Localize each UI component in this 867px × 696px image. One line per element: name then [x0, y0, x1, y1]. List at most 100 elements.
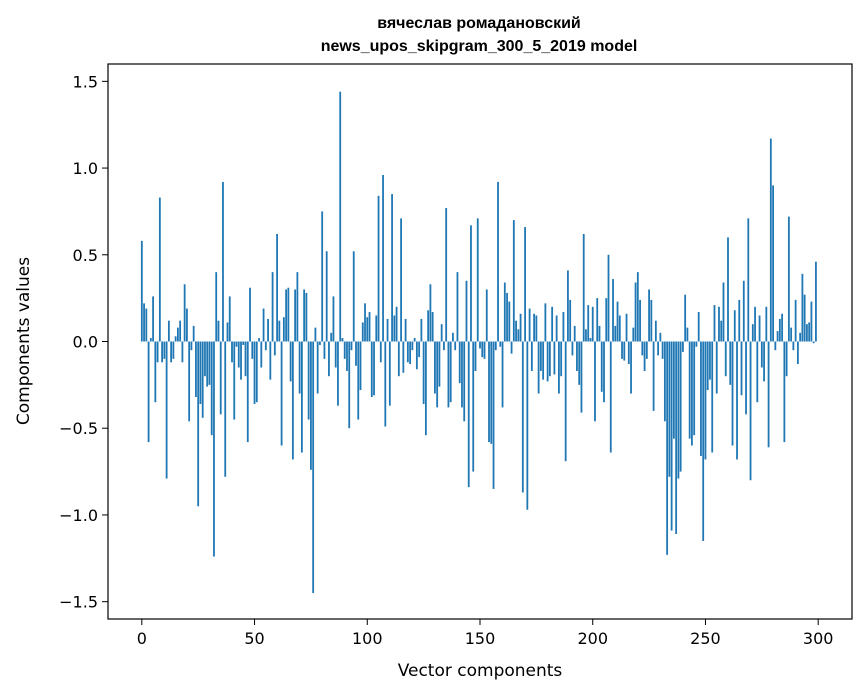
bar: [316, 341, 319, 394]
bar: [438, 341, 441, 387]
bar: [754, 306, 756, 342]
bar: [740, 341, 743, 396]
bar: [436, 341, 439, 408]
bar: [339, 91, 342, 342]
bar: [377, 195, 380, 342]
bar: [204, 341, 206, 377]
bar: [790, 327, 793, 342]
bar: [427, 310, 430, 342]
bar: [555, 315, 558, 342]
bar: [481, 341, 484, 358]
bar: [499, 341, 502, 347]
bar: [783, 341, 786, 443]
bar: [176, 327, 179, 342]
y-axis-ticks: −1.5 −1.0 −0.5 0.0 0.5 1.0 1.5: [59, 72, 108, 612]
bar: [161, 341, 164, 363]
bar: [679, 341, 682, 472]
bar: [213, 341, 215, 557]
bar: [431, 312, 434, 342]
bar: [560, 341, 563, 377]
bar: [278, 320, 281, 342]
bar: [781, 313, 784, 342]
bar: [630, 341, 632, 394]
x-tick-label: 250: [690, 629, 721, 648]
bar: [379, 341, 382, 363]
bar: [650, 299, 653, 342]
bar: [785, 341, 788, 377]
bar: [654, 320, 657, 342]
bar: [463, 341, 466, 422]
bar: [539, 341, 542, 371]
bar: [222, 181, 224, 342]
bar: [697, 312, 700, 342]
chart-title-line-1: вячеслав ромадановский: [377, 15, 581, 32]
bar: [769, 138, 772, 342]
x-tick-label: 0: [137, 629, 147, 648]
bar: [747, 218, 750, 342]
bar: [722, 282, 725, 342]
bar: [163, 341, 166, 359]
bar: [314, 327, 317, 342]
bar: [517, 329, 520, 342]
bar: [663, 341, 666, 422]
bar: [330, 332, 333, 342]
bar: [492, 341, 495, 489]
bar-series: [140, 91, 817, 593]
bar: [503, 282, 506, 342]
plot-area-frame: [107, 63, 853, 620]
bar: [303, 289, 306, 342]
bar: [312, 341, 315, 593]
bar: [501, 341, 504, 408]
bar: [350, 341, 353, 351]
bar: [366, 317, 369, 342]
bar: [700, 341, 702, 456]
bar: [149, 338, 152, 342]
bar: [404, 318, 407, 342]
bar: [388, 341, 391, 406]
bar: [409, 341, 412, 365]
bar: [589, 338, 592, 342]
bar: [763, 341, 765, 382]
bar: [287, 287, 290, 342]
bar: [727, 237, 729, 342]
bar: [609, 341, 612, 453]
bar: [578, 341, 581, 385]
bar: [573, 325, 576, 342]
bar: [657, 341, 660, 356]
bar: [361, 322, 364, 342]
bar: [152, 296, 154, 342]
y-tick-label: 0.0: [73, 333, 98, 352]
bar: [672, 341, 675, 439]
bar: [623, 341, 626, 361]
bar: [382, 175, 384, 342]
bar: [688, 341, 691, 439]
bar: [255, 341, 258, 403]
bar: [411, 341, 414, 351]
bar: [576, 341, 578, 371]
bar: [718, 306, 720, 342]
bar: [282, 317, 285, 342]
bar: [397, 341, 400, 377]
bar: [325, 251, 328, 342]
chart-title-line-2: news_upos_skipgram_300_5_2019 model: [321, 38, 638, 55]
bar: [418, 341, 421, 358]
bar: [715, 341, 718, 394]
bar: [249, 287, 251, 342]
bar: [634, 282, 637, 342]
bar: [596, 298, 599, 342]
bar: [296, 272, 299, 342]
x-axis-label: Vector components: [398, 661, 563, 681]
bar: [348, 341, 351, 429]
bar: [530, 341, 533, 371]
bar: [666, 341, 669, 555]
bar: [767, 341, 770, 448]
bar: [140, 240, 143, 342]
y-tick-label: 1.0: [73, 159, 98, 178]
bar: [558, 341, 560, 394]
bar: [228, 296, 231, 342]
bar: [569, 299, 572, 342]
bar: [731, 341, 734, 446]
bar: [815, 261, 817, 342]
bar: [443, 341, 445, 351]
bar: [760, 341, 763, 368]
